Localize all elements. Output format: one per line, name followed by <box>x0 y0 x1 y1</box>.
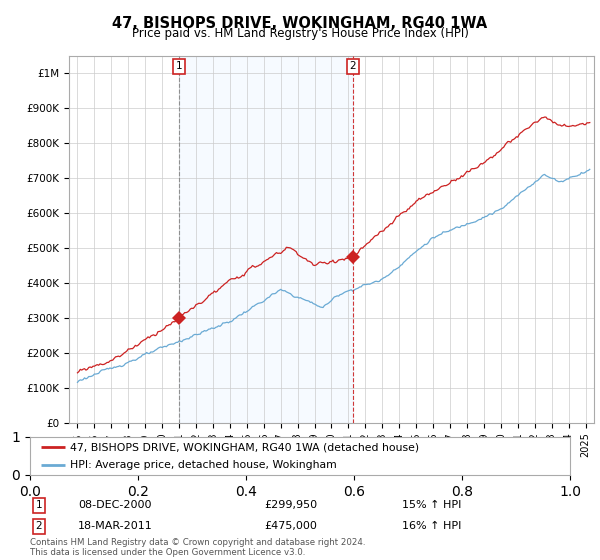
Text: 47, BISHOPS DRIVE, WOKINGHAM, RG40 1WA: 47, BISHOPS DRIVE, WOKINGHAM, RG40 1WA <box>112 16 488 31</box>
Text: 08-DEC-2000: 08-DEC-2000 <box>78 500 151 510</box>
Text: 47, BISHOPS DRIVE, WOKINGHAM, RG40 1WA (detached house): 47, BISHOPS DRIVE, WOKINGHAM, RG40 1WA (… <box>71 442 419 452</box>
Text: 18-MAR-2011: 18-MAR-2011 <box>78 521 153 531</box>
Text: 2: 2 <box>35 521 43 531</box>
Text: Contains HM Land Registry data © Crown copyright and database right 2024.
This d: Contains HM Land Registry data © Crown c… <box>30 538 365 557</box>
Text: 1: 1 <box>35 500 43 510</box>
Text: 16% ↑ HPI: 16% ↑ HPI <box>402 521 461 531</box>
Text: 2: 2 <box>349 62 356 72</box>
Text: HPI: Average price, detached house, Wokingham: HPI: Average price, detached house, Woki… <box>71 460 337 470</box>
Text: 15% ↑ HPI: 15% ↑ HPI <box>402 500 461 510</box>
Text: £475,000: £475,000 <box>264 521 317 531</box>
Text: £299,950: £299,950 <box>264 500 317 510</box>
Text: Price paid vs. HM Land Registry's House Price Index (HPI): Price paid vs. HM Land Registry's House … <box>131 27 469 40</box>
Bar <box>179 56 353 423</box>
Text: 1: 1 <box>176 62 182 72</box>
